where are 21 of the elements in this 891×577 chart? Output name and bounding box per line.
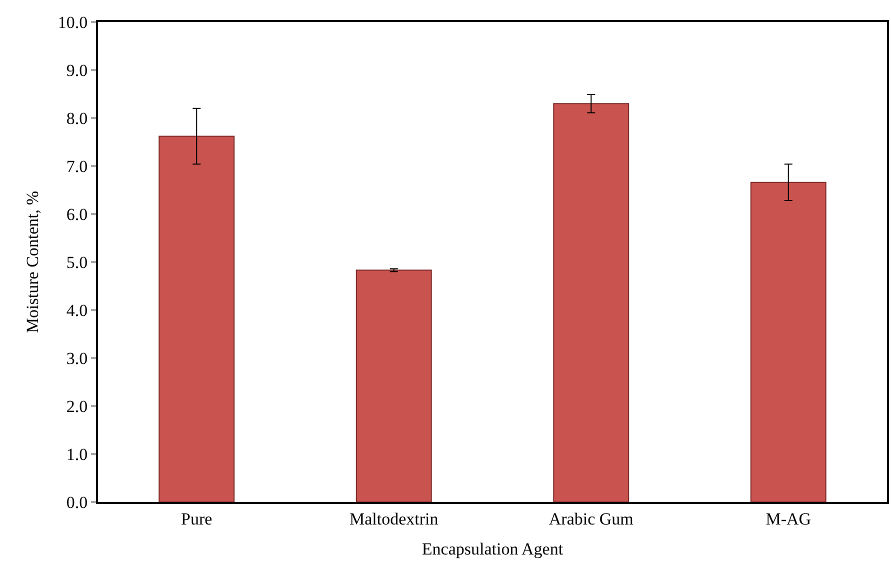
y-tick-label: 9.0	[66, 60, 88, 80]
y-tick-label: 5.0	[66, 252, 88, 272]
y-tick-label: 3.0	[66, 348, 88, 368]
x-tick-label: M-AG	[766, 509, 812, 528]
bar	[356, 270, 432, 502]
x-tick-label: Maltodextrin	[349, 509, 439, 528]
y-tick-label: 8.0	[66, 108, 88, 128]
y-tick-label: 10.0	[58, 12, 88, 32]
y-axis-title: Moisture Content, %	[22, 190, 42, 334]
y-tick-label: 0.0	[66, 492, 88, 512]
bar	[750, 182, 826, 502]
y-tick-label: 4.0	[66, 300, 88, 320]
bar	[158, 136, 235, 502]
y-tick-label: 2.0	[66, 396, 88, 416]
bar	[553, 103, 630, 502]
y-tick-label: 1.0	[66, 444, 88, 464]
y-tick-label: 7.0	[66, 156, 88, 176]
y-tick-label: 6.0	[66, 204, 88, 224]
x-axis-title: Encapsulation Agent	[422, 539, 564, 558]
x-tick-label: Pure	[181, 509, 212, 528]
x-tick-label: Arabic Gum	[548, 509, 634, 528]
